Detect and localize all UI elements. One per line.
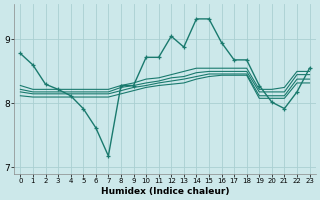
- X-axis label: Humidex (Indice chaleur): Humidex (Indice chaleur): [101, 187, 229, 196]
